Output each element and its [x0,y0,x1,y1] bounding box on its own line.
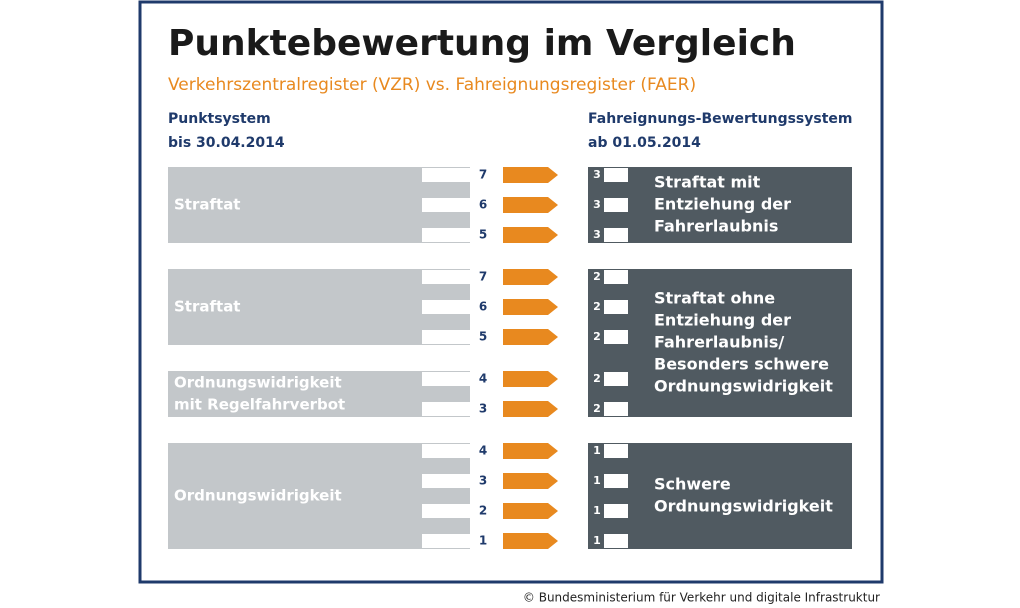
comparison: Straftat Straftat Ordnungswidrigkeit mit Re… [168,167,852,549]
old-points: 7 [479,168,487,182]
old-points: 4 [479,444,487,458]
left-label: Ordnungswidrigkeit [174,374,342,392]
arrow [503,503,558,519]
left-slot [422,228,470,242]
new-points: 3 [593,228,601,241]
left-header: Punktsystem [168,111,271,127]
left-label: Straftat [174,298,240,316]
right-slot [604,474,628,488]
left-label: Ordnungswidrigkeit [174,487,342,505]
right-label: Ordnungswidrigkeit [654,497,833,516]
left-block [168,371,470,417]
right-slot [604,330,628,344]
old-points: 6 [479,198,487,212]
right-label: Besonders schwere [654,355,829,374]
copyright: © Bundesministerium für Verkehr und digi… [523,591,880,605]
left-label: mit Regelfahrverbot [174,396,345,414]
new-points: 3 [593,198,601,211]
title: Punktebewertung im Vergleich [168,23,796,64]
right-slot [604,270,628,284]
arrow [503,197,558,213]
left-slot [422,198,470,212]
right-label: Straftat mit [654,173,761,192]
left-block [168,443,470,549]
new-points: 2 [593,300,601,313]
old-points: 1 [479,534,487,548]
new-points: 1 [593,474,601,487]
right-label: Entziehung der [654,311,791,330]
arrow [503,329,558,345]
right-slot [604,228,628,242]
right-label: Entziehung der [654,195,791,214]
old-points: 7 [479,270,487,284]
left-slot [422,168,470,182]
new-points: 1 [593,504,601,517]
right-slot [604,168,628,182]
right-slot [604,372,628,386]
left-label: Straftat [174,196,240,214]
right-label: Ordnungswidrigkeit [654,377,833,396]
old-points: 3 [479,474,487,488]
new-points: 3 [593,168,601,181]
right-label: Fahrerlaubnis [654,217,778,236]
left-slot [422,300,470,314]
right-slot [604,198,628,212]
old-points: 6 [479,300,487,314]
new-points: 1 [593,534,601,547]
right-label: Schwere [654,475,731,494]
right-slot [604,300,628,314]
new-points: 1 [593,444,601,457]
old-points: 3 [479,402,487,416]
arrow [503,401,558,417]
new-points: 2 [593,270,601,283]
right-block [588,167,852,243]
arrow [503,473,558,489]
arrow [503,167,558,183]
arrow [503,533,558,549]
right-block [588,443,852,549]
right-label: Fahrerlaubnis/ [654,333,784,352]
arrow [503,371,558,387]
left-block [168,269,470,345]
left-slot [422,474,470,488]
subtitle: Verkehrszentralregister (VZR) vs. Fahrei… [168,75,696,95]
old-points: 5 [479,228,487,242]
right-slot [604,534,628,548]
arrow [503,443,558,459]
arrow [503,227,558,243]
right-header: ab 01.05.2014 [588,135,701,151]
new-points: 2 [593,330,601,343]
left-slot [422,504,470,518]
right-slot [604,444,628,458]
old-points: 5 [479,330,487,344]
right-block [588,269,852,417]
left-slot [422,372,470,386]
left-slot [422,402,470,416]
new-points: 2 [593,402,601,415]
arrow [503,269,558,285]
left-slot [422,534,470,548]
left-header: bis 30.04.2014 [168,135,285,151]
right-label: Straftat ohne [654,289,775,308]
new-points: 2 [593,372,601,385]
right-slot [604,504,628,518]
old-points: 4 [479,372,487,386]
right-slot [604,402,628,416]
left-slot [422,444,470,458]
old-points: 2 [479,504,487,518]
arrow [503,299,558,315]
left-slot [422,270,470,284]
right-header: Fahreignungs-Bewertungssystem [588,111,853,127]
left-block [168,167,470,243]
left-slot [422,330,470,344]
